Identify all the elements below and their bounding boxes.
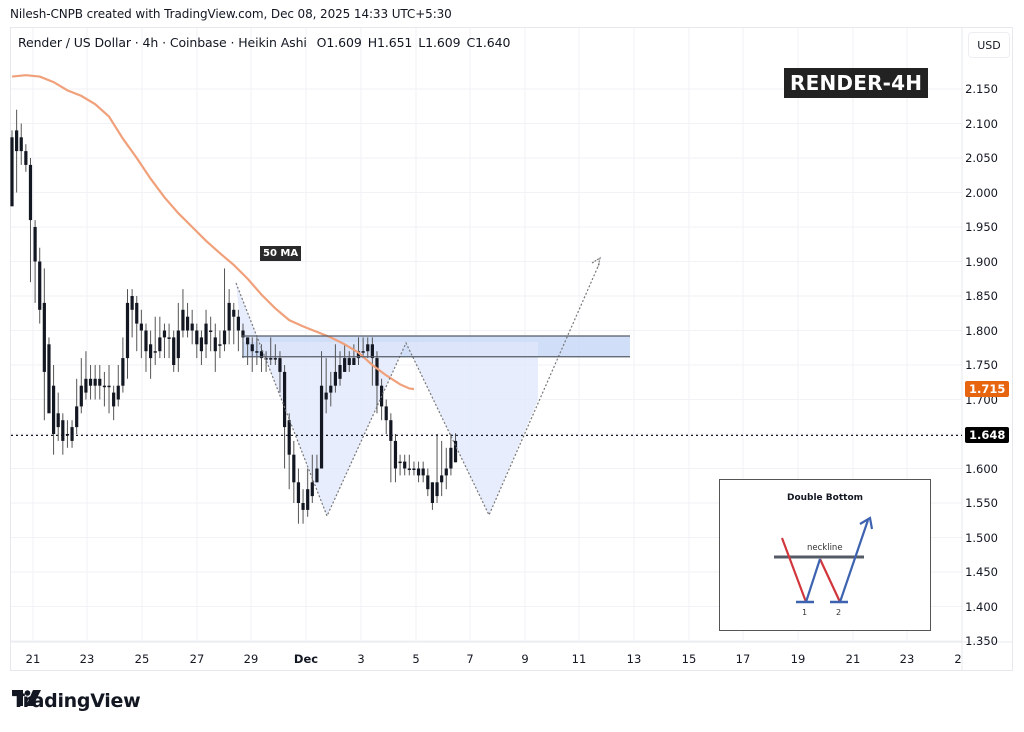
time-tick: 5 (412, 652, 420, 666)
price-tick: 2.050 (965, 151, 998, 165)
brand-name: TradingView (12, 690, 141, 712)
neckline-label: neckline (807, 543, 843, 553)
ohlc-low: L1.609 (418, 35, 461, 50)
time-tick: 9 (521, 652, 529, 666)
current-price-tag: 1.648 (965, 427, 1010, 444)
price-tick: 1.350 (965, 634, 998, 648)
pattern-overlays (11, 256, 962, 518)
time-tick: Dec (293, 652, 319, 666)
price-tick: 2.150 (965, 82, 998, 96)
double-bottom-inset: Double Bottom neckline 1 2 (719, 479, 931, 631)
price-tick: 1.750 (965, 358, 998, 372)
price-tick: 1.500 (965, 530, 998, 545)
time-tick: 15 (681, 652, 697, 666)
price-tick: 1.800 (965, 323, 998, 338)
tradingview-logo[interactable]: TradingView (12, 690, 141, 712)
symbol-info: Render / US Dollar · 4h · Coinbase · Hei… (18, 35, 307, 50)
bottom-label-1: 1 (802, 608, 808, 617)
time-tick: 3 (357, 652, 365, 666)
inset-title: Double Bottom (786, 493, 864, 503)
time-tick: 21 (845, 652, 861, 666)
arrow-up-icon (859, 516, 874, 530)
price-tick: 1.850 (965, 289, 998, 303)
time-tick: 17 (735, 652, 751, 666)
time-tick: 11 (571, 652, 587, 666)
candlesticks (10, 109, 458, 524)
price-tick: 1.450 (965, 565, 998, 579)
time-tick: 13 (626, 652, 642, 666)
bottom-label-2: 2 (836, 608, 842, 617)
double-bottom-diagram (774, 516, 874, 604)
currency-button[interactable]: USD (968, 32, 1010, 58)
price-tick: 1.900 (965, 254, 998, 269)
ohlc-close: C1.640 (466, 35, 511, 50)
double-bottom-pattern-area (236, 283, 538, 516)
chart-title-badge: RENDER-4H (784, 68, 929, 98)
time-tick: 7 (466, 652, 474, 666)
price-tick: 1.600 (965, 461, 998, 476)
chart-credit: Nilesh-CNPB created with TradingView.com… (10, 7, 452, 21)
price-tick: 1.550 (965, 496, 998, 510)
gridlines (11, 28, 1012, 670)
ma-label: 50 MA (260, 246, 302, 261)
tradingview-icon (12, 690, 41, 706)
time-tick: 19 (790, 652, 806, 666)
price-tick: 1.950 (965, 220, 998, 234)
time-tick: 29 (243, 652, 259, 666)
time-tick: 21 (25, 652, 41, 666)
time-tick: 23 (79, 652, 95, 666)
chart-frame (10, 27, 1013, 671)
time-tick: 27 (189, 652, 205, 666)
time-tick: 23 (899, 652, 915, 666)
ohlc-open: O1.609 (316, 35, 362, 50)
time-tick: 2 (954, 652, 962, 666)
price-tick: 1.400 (965, 599, 998, 614)
price-tick: 2.100 (965, 116, 998, 131)
ohlc-high: H1.651 (367, 35, 413, 50)
ma50-line (11, 74, 415, 391)
price-tick: 2.000 (965, 185, 998, 200)
ma-price-tag: 1.715 (965, 381, 1010, 398)
symbol-legend: Render / US Dollar · 4h · Coinbase · Hei… (18, 35, 516, 50)
time-tick: 25 (134, 652, 150, 666)
